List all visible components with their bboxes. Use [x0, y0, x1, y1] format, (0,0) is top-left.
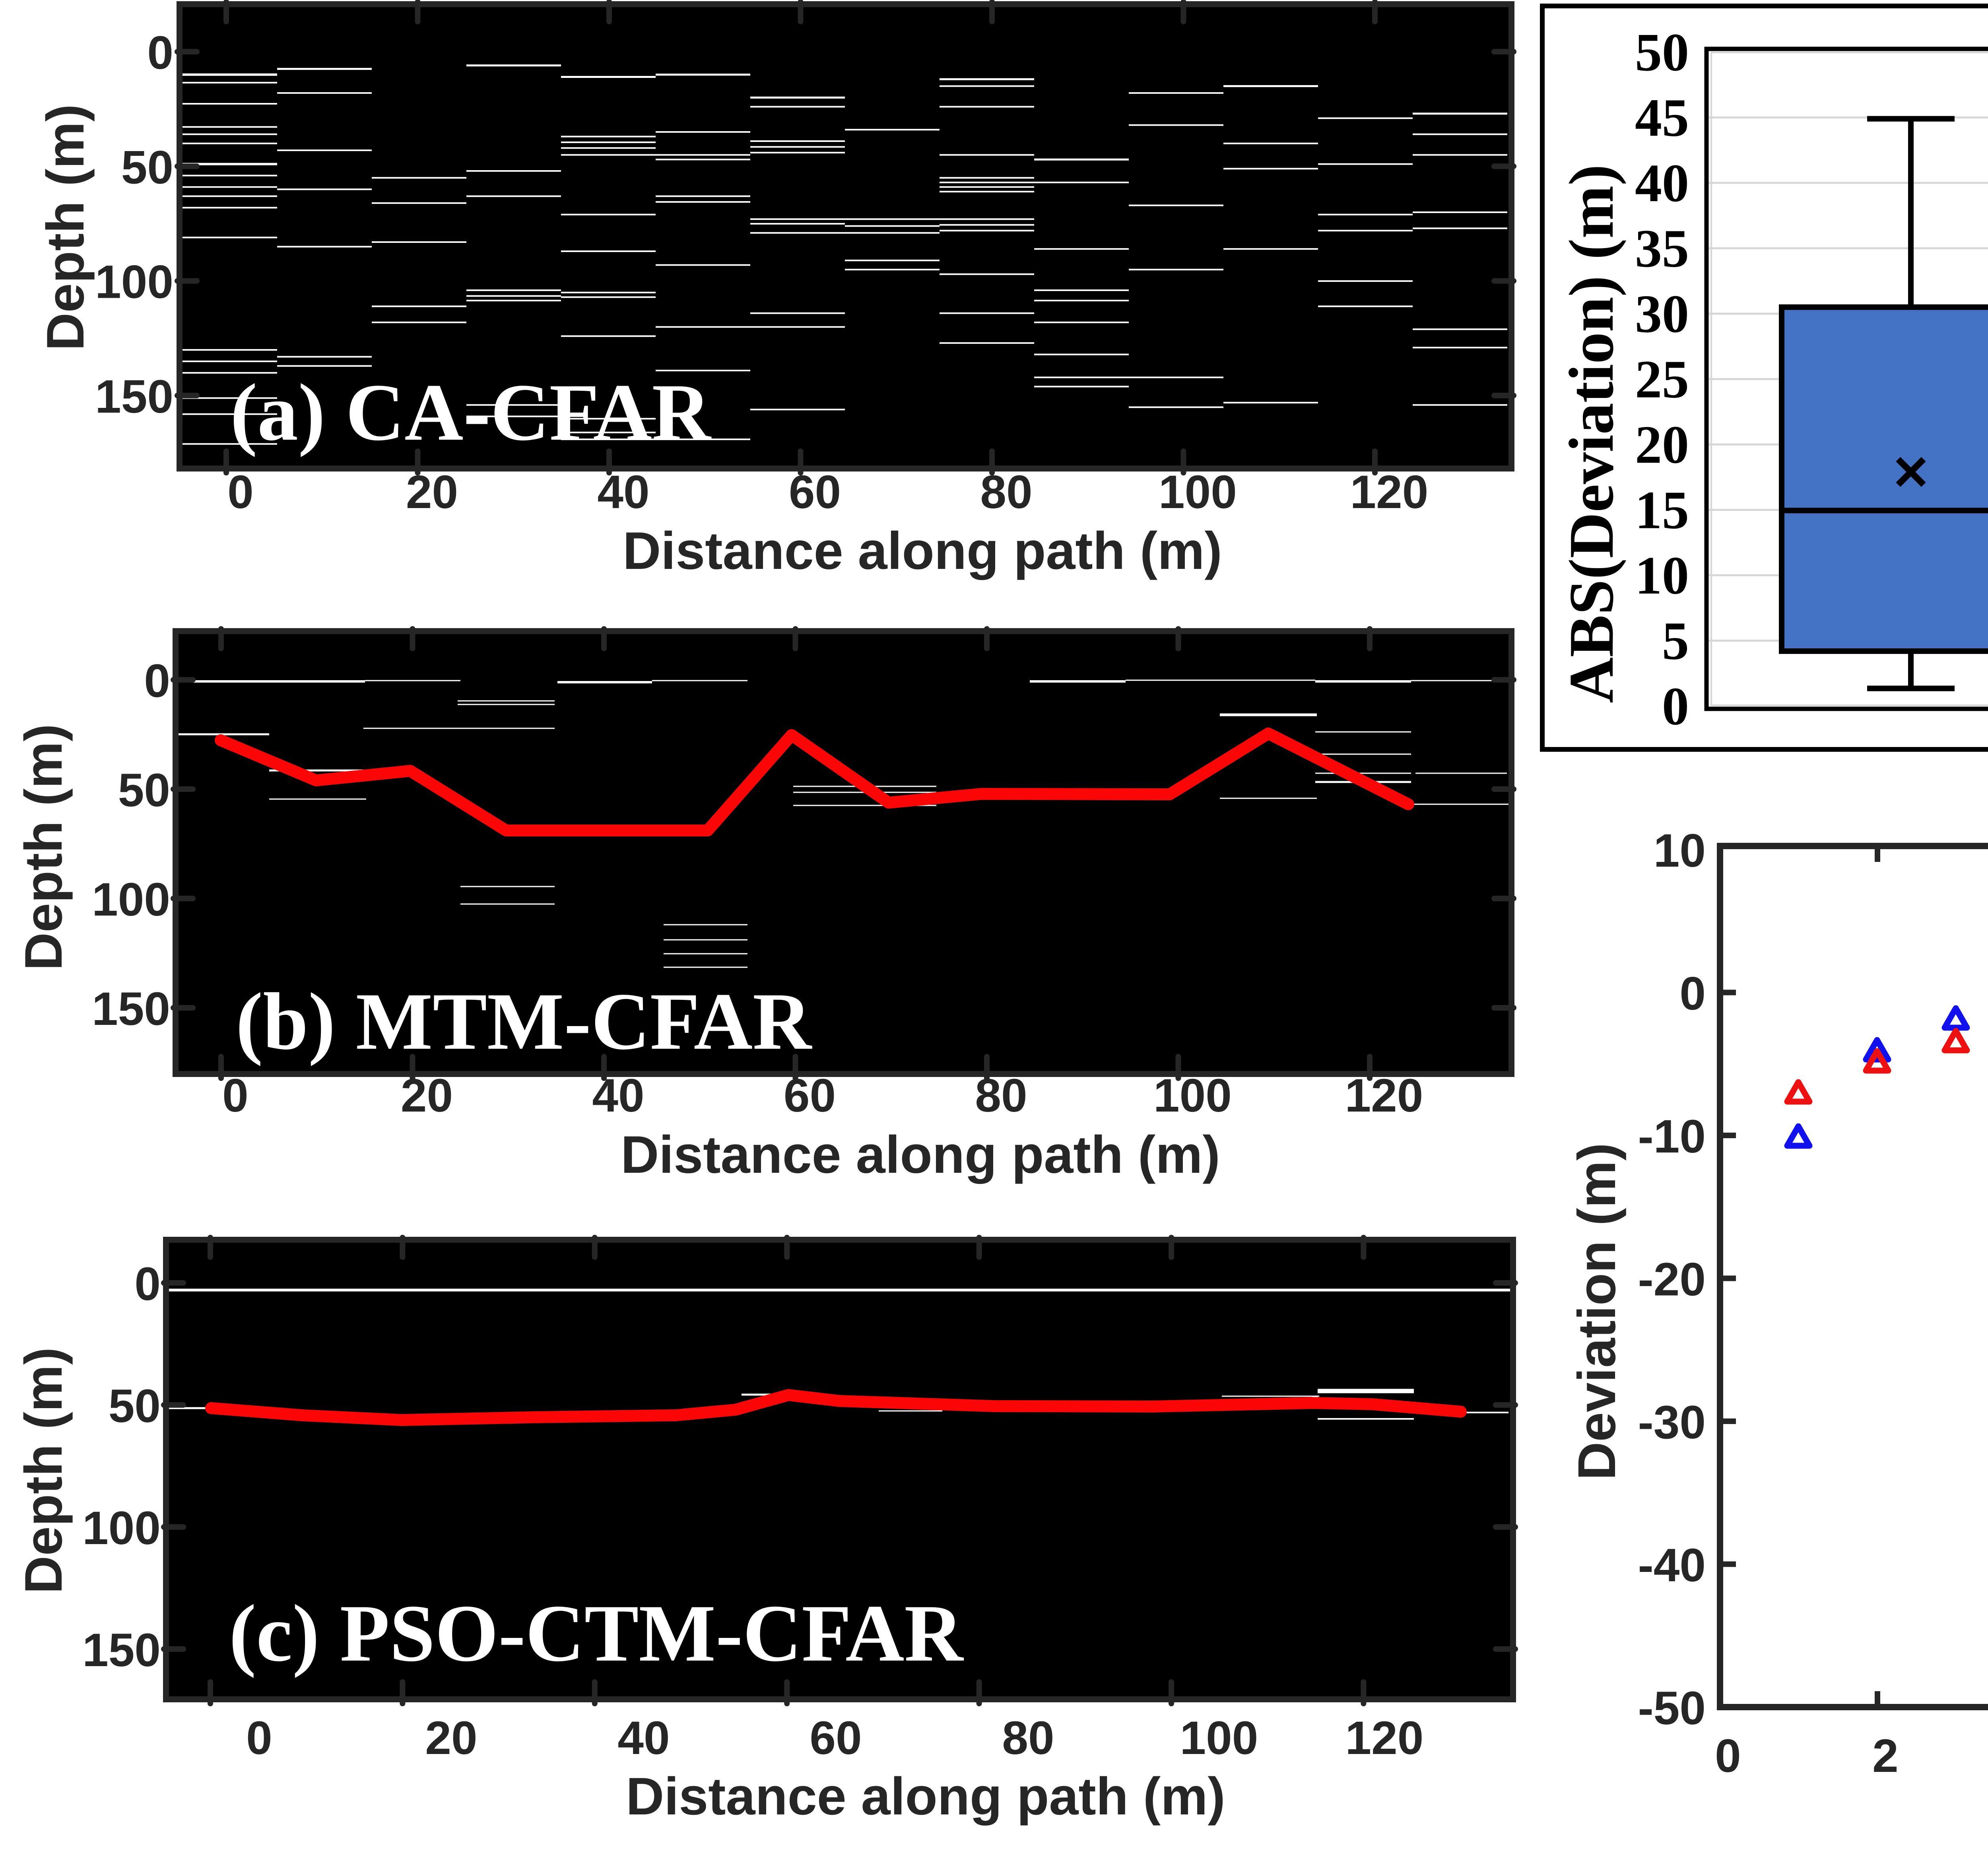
svg-text:35: 35 [1635, 219, 1689, 279]
svg-text:150: 150 [95, 371, 173, 423]
svg-text:50: 50 [118, 764, 170, 817]
svg-text:0: 0 [222, 1069, 248, 1122]
svg-text:0: 0 [134, 1258, 161, 1310]
svg-text:40: 40 [617, 1712, 670, 1764]
svg-text:100: 100 [1153, 1069, 1232, 1122]
svg-text:Deviation (m): Deviation (m) [1567, 1143, 1627, 1480]
svg-text:20: 20 [406, 466, 458, 518]
svg-text:0: 0 [1715, 1730, 1741, 1782]
svg-text:-50: -50 [1638, 1682, 1706, 1735]
svg-text:50: 50 [1635, 23, 1689, 82]
svg-text:(a) CA-CFAR: (a) CA-CFAR [230, 367, 712, 458]
svg-text:20: 20 [401, 1069, 453, 1122]
svg-text:-40: -40 [1638, 1539, 1706, 1592]
svg-text:10: 10 [1654, 825, 1706, 877]
svg-text:50: 50 [109, 1380, 161, 1432]
svg-text:0: 0 [1679, 968, 1706, 1020]
svg-text:-20: -20 [1638, 1253, 1706, 1306]
svg-text:80: 80 [975, 1069, 1027, 1122]
svg-text:-30: -30 [1638, 1396, 1706, 1449]
svg-text:15: 15 [1635, 481, 1689, 540]
svg-text:120: 120 [1345, 1712, 1424, 1764]
svg-text:150: 150 [82, 1624, 161, 1676]
svg-text:Distance along path (m): Distance along path (m) [626, 1767, 1225, 1826]
svg-text:45: 45 [1635, 88, 1689, 148]
svg-text:60: 60 [810, 1712, 862, 1764]
svg-text:50: 50 [121, 141, 173, 194]
svg-text:40: 40 [592, 1069, 644, 1122]
svg-text:10: 10 [1635, 546, 1689, 605]
svg-text:Depth (m): Depth (m) [14, 724, 73, 971]
svg-text:100: 100 [1180, 1712, 1258, 1764]
svg-text:0: 0 [1662, 677, 1689, 736]
svg-text:100: 100 [92, 873, 170, 926]
svg-text:(b) MTM-CFAR: (b) MTM-CFAR [236, 976, 812, 1067]
svg-text:20: 20 [425, 1712, 477, 1764]
svg-text:80: 80 [980, 466, 1032, 518]
svg-text:60: 60 [789, 466, 841, 518]
svg-text:80: 80 [1002, 1712, 1054, 1764]
svg-text:0: 0 [246, 1712, 272, 1764]
svg-text:Depth (m): Depth (m) [36, 104, 95, 351]
svg-text:2: 2 [1872, 1730, 1899, 1782]
svg-text:120: 120 [1350, 466, 1429, 518]
svg-text:Depth (m): Depth (m) [14, 1347, 73, 1594]
svg-text:40: 40 [597, 466, 649, 518]
svg-text:Distance along path (m): Distance along path (m) [623, 522, 1222, 580]
svg-text:60: 60 [784, 1069, 836, 1122]
svg-text:40: 40 [1635, 153, 1689, 213]
svg-text:100: 100 [82, 1502, 161, 1554]
svg-text:0: 0 [144, 655, 170, 707]
svg-text:5: 5 [1662, 611, 1689, 671]
svg-text:20: 20 [1635, 415, 1689, 475]
svg-text:ABS(Deviation) (m): ABS(Deviation) (m) [1556, 164, 1627, 703]
svg-text:(c) PSO-CTM-CFAR: (c) PSO-CTM-CFAR [229, 1588, 964, 1678]
svg-text:150: 150 [92, 983, 170, 1035]
svg-text:Distance along path (m): Distance along path (m) [621, 1125, 1220, 1184]
svg-text:120: 120 [1345, 1069, 1423, 1122]
svg-text:100: 100 [95, 256, 173, 308]
svg-text:0: 0 [227, 466, 254, 518]
svg-text:25: 25 [1635, 350, 1689, 409]
svg-text:30: 30 [1635, 284, 1689, 344]
svg-text:0: 0 [147, 27, 173, 79]
svg-text:-10: -10 [1638, 1110, 1706, 1163]
svg-text:100: 100 [1159, 466, 1237, 518]
